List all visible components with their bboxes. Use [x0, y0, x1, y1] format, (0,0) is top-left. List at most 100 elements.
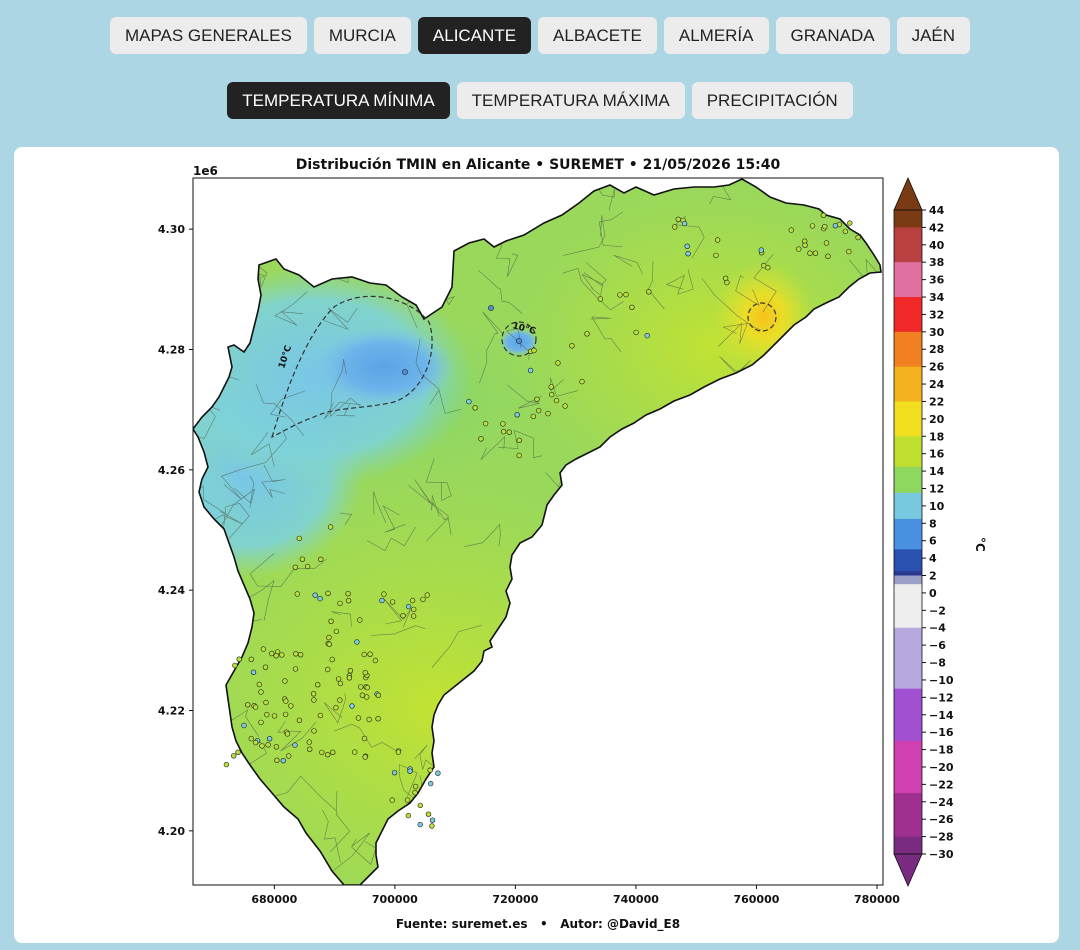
station-marker	[252, 704, 259, 710]
region-almería-button[interactable]: ALMERÍA	[663, 17, 769, 54]
colorbar-segment	[894, 671, 922, 677]
colorbar-segment	[894, 619, 922, 624]
region-jaén-button[interactable]: JAÉN	[896, 17, 971, 54]
colorbar-segment	[894, 505, 922, 511]
colorbar-tick-label: −26	[929, 813, 954, 826]
station-marker	[319, 749, 325, 756]
station-marker	[562, 403, 568, 409]
colorbar-tick-label: 4	[929, 552, 937, 565]
municipal-boundary	[329, 791, 351, 853]
colorbar-tick-label: −14	[929, 709, 954, 722]
y-tick-label: 4.22	[158, 705, 185, 718]
municipal-boundary	[373, 491, 387, 524]
colorbar-segment	[894, 371, 922, 376]
station-marker	[758, 247, 764, 253]
station-marker	[252, 739, 259, 746]
municipal-boundary	[590, 316, 622, 353]
station-marker	[579, 378, 585, 385]
colorbar-segment	[894, 288, 922, 294]
colorbar-tick-label: 24	[929, 378, 945, 391]
variable-precipitación-button[interactable]: PRECIPITACIÓN	[691, 82, 853, 119]
station-marker	[258, 689, 264, 695]
station-marker	[325, 666, 331, 673]
station-marker	[516, 452, 522, 459]
station-marker	[623, 291, 629, 298]
station-marker	[361, 651, 367, 658]
colorbar-tick-label: 44	[929, 204, 945, 217]
colorbar-segment	[894, 379, 922, 385]
station-marker	[299, 556, 306, 562]
municipal-boundary	[505, 328, 530, 360]
station-marker	[296, 535, 302, 542]
x-tick-label: 740000	[613, 893, 659, 906]
station-marker	[535, 407, 542, 414]
region-albacete-button[interactable]: ALBACETE	[538, 17, 657, 54]
station-marker	[294, 591, 300, 597]
colorbar-segment	[894, 675, 922, 681]
colorbar-segment	[894, 501, 922, 507]
variable-tabs: TEMPERATURA MÍNIMA TEMPERATURA MÁXIMA PREC…	[0, 82, 1080, 119]
municipal-boundary	[647, 261, 665, 310]
colorbar-segment	[894, 806, 922, 812]
municipal-boundary	[464, 523, 501, 547]
colorbar-tick-label: 32	[929, 308, 944, 321]
colorbar-tick-label: 20	[929, 413, 945, 426]
station-marker	[429, 817, 436, 823]
municipal-boundary	[340, 512, 353, 525]
station-marker	[671, 224, 678, 230]
station-marker	[311, 728, 317, 734]
municipal-boundary	[587, 179, 615, 211]
colorbar-tick-label: 10	[929, 500, 945, 513]
station-marker	[266, 735, 273, 742]
colorbar-segment	[894, 758, 922, 764]
region-alicante-button[interactable]: ALICANTE	[417, 17, 532, 54]
colorbar-segment	[894, 679, 922, 685]
station-marker	[675, 216, 681, 223]
y-tick-label: 4.26	[158, 464, 185, 477]
colorbar-tick-label: 30	[929, 326, 945, 339]
colorbar-segment	[894, 314, 922, 320]
station-marker	[330, 749, 336, 755]
station-marker	[250, 669, 257, 675]
colorbar-segment	[894, 514, 922, 520]
region-granada-button[interactable]: GRANADA	[775, 17, 890, 54]
colorbar-segment	[894, 418, 922, 424]
municipal-boundary	[665, 268, 694, 295]
colorbar-segment	[894, 610, 922, 616]
municipal-boundary	[598, 211, 624, 247]
station-marker	[269, 650, 275, 657]
station-marker	[424, 592, 430, 598]
station-marker	[317, 712, 324, 719]
colorbar-segment	[894, 336, 922, 342]
colorbar-segment	[894, 536, 922, 542]
municipal-boundary	[429, 389, 461, 414]
colorbar-segment	[894, 344, 922, 350]
station-marker	[405, 812, 412, 819]
station-marker	[822, 223, 828, 230]
variable-temperatura-máxima-button[interactable]: TEMPERATURA MÁXIMA	[456, 82, 685, 119]
municipal-boundary	[276, 775, 337, 811]
station-marker	[428, 780, 434, 787]
region-mapas-generales-button[interactable]: MAPAS GENERALES	[109, 17, 307, 54]
region-murcia-button[interactable]: MURCIA	[313, 17, 411, 54]
municipal-boundary	[399, 764, 427, 810]
station-marker	[361, 735, 368, 742]
colorbar-segment	[894, 436, 922, 442]
station-marker	[825, 253, 831, 260]
station-marker	[847, 220, 853, 226]
colorbar-tick-label: 40	[929, 239, 945, 252]
contour-hot-spot	[747, 302, 777, 332]
colorbar-tick-label: −20	[929, 761, 954, 774]
station-marker	[231, 753, 237, 759]
colorbar-segment	[894, 301, 922, 307]
station-marker	[466, 398, 472, 405]
municipal-boundary	[562, 268, 624, 311]
station-marker	[633, 329, 639, 336]
station-marker	[795, 246, 802, 252]
variable-temperatura-mínima-button[interactable]: TEMPERATURA MÍNIMA	[227, 82, 450, 119]
colorbar-tick-label: −24	[929, 796, 954, 809]
station-marker	[326, 641, 332, 647]
colorbar-segment	[894, 658, 922, 664]
colorbar-segment	[894, 562, 922, 568]
station-marker	[412, 789, 418, 796]
